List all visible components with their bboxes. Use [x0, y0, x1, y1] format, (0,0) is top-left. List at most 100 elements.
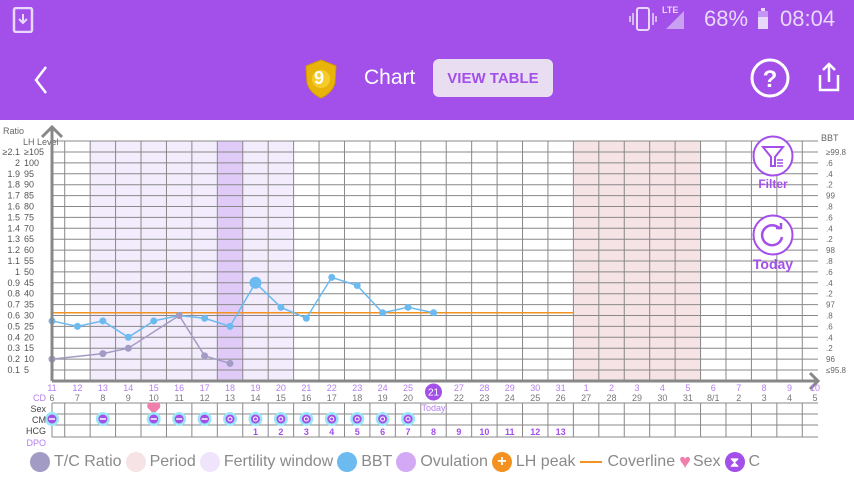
bbt-tick-label: ≥99.8: [826, 148, 847, 157]
date-label: 7: [736, 383, 741, 393]
tc-ratio-point[interactable]: [99, 350, 107, 358]
ratio-tick-label: 0.8: [7, 289, 20, 299]
fertility-chart[interactable]: Ratio LH Level BBT ≥2.121.91.81.71.61.51…: [0, 120, 854, 450]
tc-ratio-point[interactable]: [226, 359, 234, 367]
bbt-point[interactable]: [124, 333, 132, 341]
help-icon[interactable]: ?: [750, 58, 790, 100]
cm-creamy-icon-core: [327, 414, 337, 424]
sex-heart-icon[interactable]: [147, 402, 161, 414]
share-icon[interactable]: [816, 62, 842, 94]
bbt-tick-label: .2: [826, 235, 833, 244]
shield-badge-icon: [305, 59, 337, 99]
cycle-day-label: 7: [75, 393, 80, 403]
date-label: 17: [200, 383, 210, 393]
bbt-point[interactable]: [379, 309, 387, 317]
view-table-button[interactable]: VIEW TABLE: [433, 59, 553, 97]
date-label: 10: [810, 383, 820, 393]
dpo-label: 3: [304, 427, 309, 437]
back-icon[interactable]: [30, 64, 54, 96]
today-marker[interactable]: [425, 383, 442, 401]
bbt-point[interactable]: [150, 317, 158, 325]
legend-label: Coverline: [607, 453, 676, 470]
tc-ratio-point[interactable]: [201, 352, 209, 360]
bbt-point[interactable]: [302, 314, 310, 322]
lh-tick-label: 95: [24, 169, 34, 179]
cm-creamy-icon-core: [378, 414, 388, 424]
ratio-tick-label: ≥2.1: [3, 147, 20, 157]
cm-creamy-mark: [252, 416, 258, 422]
cycle-day-label: 22: [454, 393, 464, 403]
bbt-tick-label: .6: [826, 159, 833, 168]
row-label-cd: CD: [33, 393, 46, 403]
cm-creamy-mark: [405, 416, 411, 422]
bbt-point[interactable]: [73, 322, 81, 330]
tc-ratio-point[interactable]: [124, 344, 132, 352]
tc-ratio-line: [51, 314, 231, 365]
legend-dot-icon: [125, 452, 146, 472]
refresh-icon: [752, 214, 794, 256]
filter-button[interactable]: Filter: [752, 135, 794, 191]
cm-creamy-icon-core: [225, 414, 235, 424]
date-label: 4: [660, 383, 665, 393]
today-label: Today: [421, 403, 446, 413]
date-label: 20: [276, 383, 286, 393]
bbt-tick-label: .2: [826, 181, 833, 190]
cm-creamy-mark: [380, 416, 386, 422]
bbt-point[interactable]: [201, 314, 209, 322]
download-icon: [12, 7, 34, 33]
today-button[interactable]: Today: [752, 214, 794, 272]
cycle-day-label: 25: [530, 393, 540, 403]
bbt-point[interactable]: [277, 303, 285, 311]
bbt-point[interactable]: [404, 303, 412, 311]
cycle-day-label: 19: [378, 393, 388, 403]
date-label: 8: [762, 383, 767, 393]
bbt-point[interactable]: [226, 322, 234, 330]
cycle-day-label: 6: [49, 393, 54, 403]
bbt-point[interactable]: [353, 282, 361, 290]
ratio-tick-label: 0.5: [7, 321, 20, 331]
ratio-tick-label: 2: [15, 158, 20, 168]
lh-tick-label: 65: [24, 234, 34, 244]
cycle-day-label: 11: [174, 393, 183, 403]
ratio-tick-label: 0.6: [7, 311, 20, 321]
bbt-tick-label: .6: [826, 213, 833, 222]
legend-item: + LH peak: [491, 452, 576, 472]
lh-tick-label: 30: [24, 311, 34, 321]
cycle-day-label: 24: [505, 393, 515, 403]
legend-item: BBT: [337, 452, 392, 472]
lh-tick-label: 70: [24, 223, 34, 233]
bbt-tick-label: ≤95.8: [826, 366, 847, 375]
bbt-point[interactable]: [99, 317, 107, 325]
cycle-day-label: 23: [479, 393, 489, 403]
bbt-point[interactable]: [430, 309, 437, 317]
date-label: 27: [454, 383, 464, 393]
bbt-point[interactable]: [328, 273, 336, 281]
bbt-point[interactable]: [249, 276, 262, 289]
status-bar: LTE 68% 08:04: [0, 0, 854, 40]
lh-tick-label: 50: [24, 267, 34, 277]
ratio-tick-label: 1.3: [7, 234, 20, 244]
heart-icon: ♥: [679, 450, 691, 473]
ratio-tick-label: 1.1: [7, 256, 20, 266]
cycle-day-label: 26: [556, 393, 566, 403]
legend-dot-icon: [337, 452, 358, 472]
level-badge[interactable]: 9: [304, 59, 338, 99]
network-type: LTE: [662, 5, 679, 15]
cycle-day-label: 3: [762, 393, 767, 403]
cycle-day-label: 31: [683, 393, 693, 403]
dpo-label: 10: [479, 427, 489, 437]
clock: 08:04: [780, 6, 836, 31]
legend-item: ⧗ C: [724, 452, 760, 472]
date-label: 12: [72, 383, 82, 393]
filter-label: Filter: [758, 177, 788, 191]
dpo-label: 2: [278, 427, 283, 437]
date-label: 11: [47, 383, 56, 393]
app-bar: 9 Chart VIEW TABLE ?: [0, 40, 854, 120]
page-title: Chart: [364, 66, 416, 89]
date-label: 30: [530, 383, 540, 393]
cycle-day-label: 4: [787, 393, 792, 403]
legend-dot-icon: [30, 452, 50, 472]
dpo-label: 7: [406, 427, 411, 437]
cm-creamy-mark: [329, 416, 335, 422]
tc-ratio-point[interactable]: [175, 312, 183, 319]
